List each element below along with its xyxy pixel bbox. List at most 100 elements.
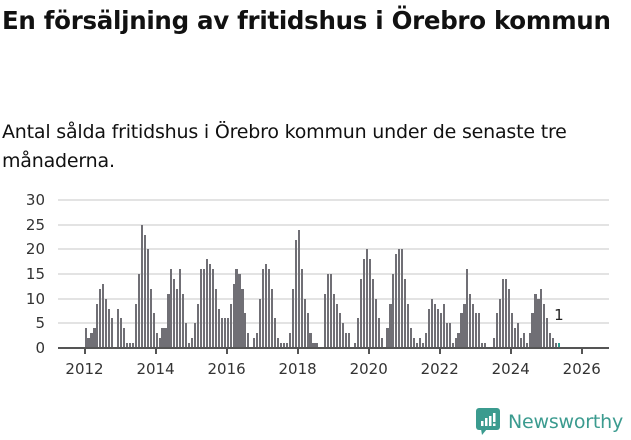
bar[interactable] [401,249,404,348]
bar[interactable] [96,303,99,348]
bar[interactable] [475,313,478,348]
bar[interactable] [552,338,555,348]
bar[interactable] [268,269,271,348]
bar[interactable] [433,303,436,348]
bar[interactable] [495,313,499,348]
bar[interactable] [131,343,135,348]
bar[interactable] [306,313,309,348]
bar[interactable] [282,343,285,348]
bar[interactable] [99,288,102,348]
bar[interactable] [217,308,220,348]
bar[interactable] [525,343,528,348]
bar[interactable] [454,338,457,348]
bar[interactable] [392,274,395,348]
bar[interactable] [386,328,389,348]
bar[interactable] [537,298,540,348]
bar[interactable] [125,343,129,348]
bar[interactable] [279,343,283,348]
bar[interactable] [122,328,126,348]
bar[interactable] [194,323,197,348]
bar[interactable] [498,298,502,348]
bar[interactable] [407,303,410,348]
bar[interactable] [528,333,531,348]
bar[interactable] [510,313,513,348]
bar[interactable] [416,343,419,348]
bar[interactable] [439,313,442,348]
bar[interactable] [182,293,185,348]
bar[interactable] [87,338,90,348]
bar[interactable] [404,278,407,348]
bar[interactable] [501,278,505,348]
bar[interactable] [93,328,96,348]
bar[interactable] [291,288,294,348]
bar[interactable] [469,293,472,348]
bar[interactable] [427,308,431,348]
bar[interactable] [413,338,416,348]
bar[interactable] [143,234,146,348]
bar[interactable] [185,323,188,348]
bar[interactable] [534,293,537,348]
bar[interactable] [214,288,217,348]
bar[interactable] [463,303,466,348]
bar[interactable] [270,288,274,348]
bar[interactable] [128,343,132,348]
bar[interactable] [445,323,448,348]
bar[interactable] [199,269,203,348]
bar[interactable] [102,283,105,348]
newsworthy-logo[interactable]: Newsworthy [476,408,623,436]
bar[interactable] [161,328,164,348]
bar[interactable] [481,343,484,348]
bar[interactable] [424,333,428,348]
bar[interactable] [211,269,214,348]
bar[interactable] [395,254,398,348]
bar[interactable] [256,333,259,348]
bar[interactable] [380,338,383,348]
bar[interactable] [312,343,315,348]
bar[interactable] [344,333,348,348]
bar[interactable] [436,308,439,348]
bar[interactable] [324,293,327,348]
bar[interactable] [418,338,422,348]
bar[interactable] [288,333,291,348]
bar[interactable] [235,269,238,348]
bar[interactable] [507,288,510,348]
bar[interactable] [421,343,425,348]
bar[interactable] [504,278,507,348]
bar[interactable] [158,338,161,348]
bar[interactable] [540,288,543,348]
bar[interactable] [188,343,191,348]
bar[interactable] [173,278,176,348]
bar[interactable] [167,293,170,348]
bar[interactable] [448,323,451,348]
bar[interactable] [220,318,223,348]
bar[interactable] [223,318,226,348]
bar[interactable] [451,343,454,348]
bar[interactable] [241,288,244,348]
bar[interactable] [371,278,374,348]
bar[interactable] [297,229,300,348]
bar[interactable] [149,288,152,348]
bar[interactable] [294,239,297,348]
bar[interactable] [120,318,123,348]
bar[interactable] [359,278,362,348]
bar[interactable] [238,274,241,348]
bar[interactable] [327,274,330,348]
bar[interactable] [152,313,155,348]
bar[interactable] [368,259,371,348]
bar[interactable] [513,328,516,348]
bar[interactable] [442,303,445,348]
bar[interactable] [347,333,351,348]
bar[interactable] [472,303,475,348]
bar[interactable] [398,249,401,348]
bar[interactable] [146,249,149,348]
bar[interactable] [90,333,93,348]
bar[interactable] [117,308,120,348]
bar[interactable] [484,343,487,348]
bar[interactable] [105,298,108,348]
bar[interactable] [336,303,339,348]
bar[interactable] [492,338,496,348]
bar[interactable] [300,269,303,348]
bar[interactable] [303,298,306,348]
bar[interactable] [543,303,546,348]
bar[interactable] [466,269,469,348]
